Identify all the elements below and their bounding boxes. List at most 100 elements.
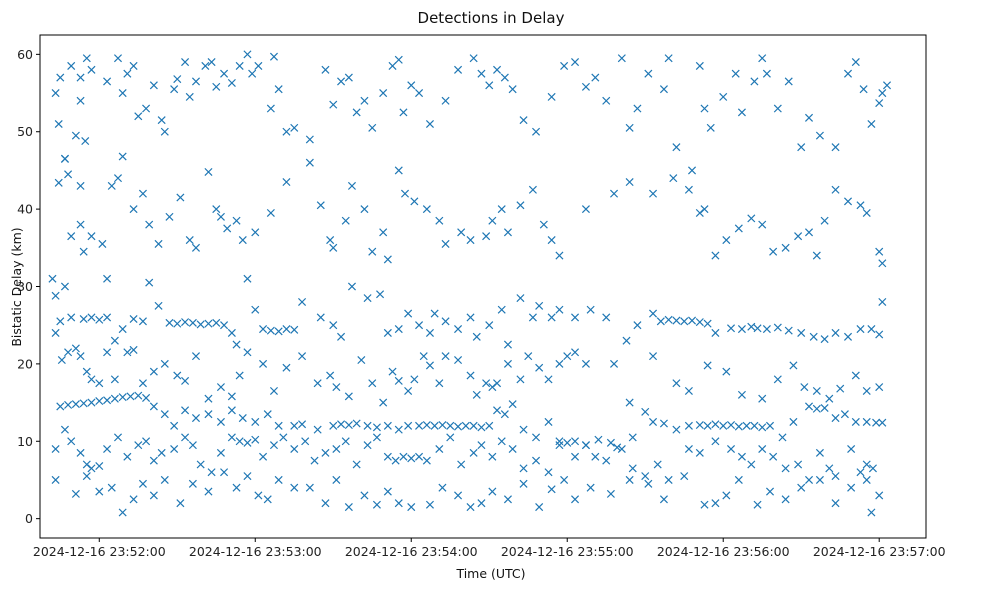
scatter-point: [547, 236, 556, 245]
scatter-point: [503, 228, 512, 237]
scatter-point: [181, 406, 190, 415]
scatter-point: [664, 315, 673, 324]
scatter-point: [87, 232, 96, 241]
scatter-point: [372, 423, 381, 432]
scatter-point: [82, 367, 91, 376]
scatter-point: [360, 491, 369, 500]
scatter-point: [625, 398, 634, 407]
scatter-point: [843, 332, 853, 341]
scatter-point: [274, 475, 283, 484]
scatter-point: [555, 441, 564, 450]
scatter-point: [383, 421, 392, 430]
scatter-point: [625, 475, 634, 484]
x-axis-ticks: 2024-12-16 23:52:00 2024-12-16 23:53:00 20…: [33, 538, 946, 559]
scatter-point: [129, 314, 138, 324]
scatter-point: [60, 154, 69, 163]
scatter-point: [191, 77, 201, 86]
scatter-point: [388, 61, 397, 70]
scatter-point: [376, 290, 385, 299]
scatter-point: [875, 383, 884, 392]
scatter-point: [394, 55, 403, 64]
scatter-point: [804, 402, 814, 411]
scatter-point: [435, 444, 444, 454]
scatter-point: [503, 495, 512, 504]
scatter-point: [706, 123, 715, 132]
scatter-point: [160, 475, 169, 484]
scatter-point: [216, 448, 225, 457]
scatter-point: [516, 375, 525, 384]
scatter-point: [107, 181, 116, 190]
scatter-point: [118, 89, 127, 98]
scatter-point: [750, 77, 759, 86]
scatter-point: [602, 96, 611, 105]
scatter-point: [742, 421, 751, 430]
scatter-point: [422, 205, 431, 214]
scatter-point: [617, 444, 626, 454]
scatter-point: [113, 174, 123, 183]
scatter-point: [825, 394, 834, 403]
scatter-point: [337, 77, 346, 86]
scatter-point: [781, 495, 790, 504]
scatter-point: [243, 438, 252, 447]
scatter-point: [794, 460, 803, 469]
scatter-point: [360, 205, 369, 214]
scatter-point: [831, 143, 840, 152]
scatter-point: [625, 178, 634, 187]
scatter-point: [196, 460, 205, 469]
scatter-point: [57, 355, 66, 365]
scatter-point: [737, 108, 746, 117]
scatter-point: [516, 201, 525, 210]
scatter-point: [103, 444, 112, 454]
x-tick-label: 2024-12-16 23:56:00: [657, 544, 790, 559]
scatter-point: [60, 425, 69, 434]
scatter-point: [404, 421, 413, 430]
y-tick-label: 60: [17, 47, 33, 62]
scatter-point: [606, 489, 615, 498]
scatter-point: [477, 69, 486, 78]
scatter-point: [815, 131, 824, 140]
scatter-point: [204, 410, 213, 419]
scatter-point: [110, 375, 119, 384]
scatter-point: [103, 274, 112, 283]
scatter-point: [341, 437, 350, 446]
scatter-point: [188, 441, 197, 450]
scatter-point: [301, 437, 310, 446]
scatter-point: [862, 386, 871, 395]
scatter-point: [454, 422, 463, 431]
scatter-point: [731, 69, 740, 78]
scatter-point: [454, 355, 463, 365]
scatter-point: [87, 313, 96, 322]
scatter-point: [243, 348, 252, 357]
scatter-point: [149, 491, 158, 500]
scatter-point: [622, 336, 631, 345]
scatter-point: [310, 456, 319, 465]
scatter-point: [191, 243, 201, 252]
scatter-point: [684, 185, 693, 194]
scatter-point: [274, 327, 283, 336]
scatter-point: [181, 376, 190, 385]
scatter-point: [103, 77, 112, 86]
scatter-point: [118, 508, 127, 517]
scatter-point: [95, 487, 104, 496]
scatter-point: [138, 317, 147, 326]
scatter-point: [500, 73, 509, 82]
scatter-point: [472, 332, 481, 341]
scatter-point: [347, 181, 356, 190]
scatter-point: [700, 500, 709, 509]
scatter-point: [118, 325, 127, 334]
scatter-point: [98, 239, 107, 248]
scatter-point: [457, 228, 466, 237]
scatter-point: [591, 452, 600, 461]
scatter-point: [145, 220, 154, 229]
scatter-point: [266, 208, 275, 218]
scatter-point: [51, 475, 60, 484]
scatter-point: [653, 460, 662, 469]
scatter-point: [207, 468, 216, 477]
scatter-point: [535, 503, 544, 512]
scatter-point: [851, 371, 860, 380]
scatter-point: [856, 201, 865, 210]
scatter-point: [54, 178, 63, 187]
scatter-point: [170, 444, 179, 454]
scatter-point: [235, 61, 244, 70]
